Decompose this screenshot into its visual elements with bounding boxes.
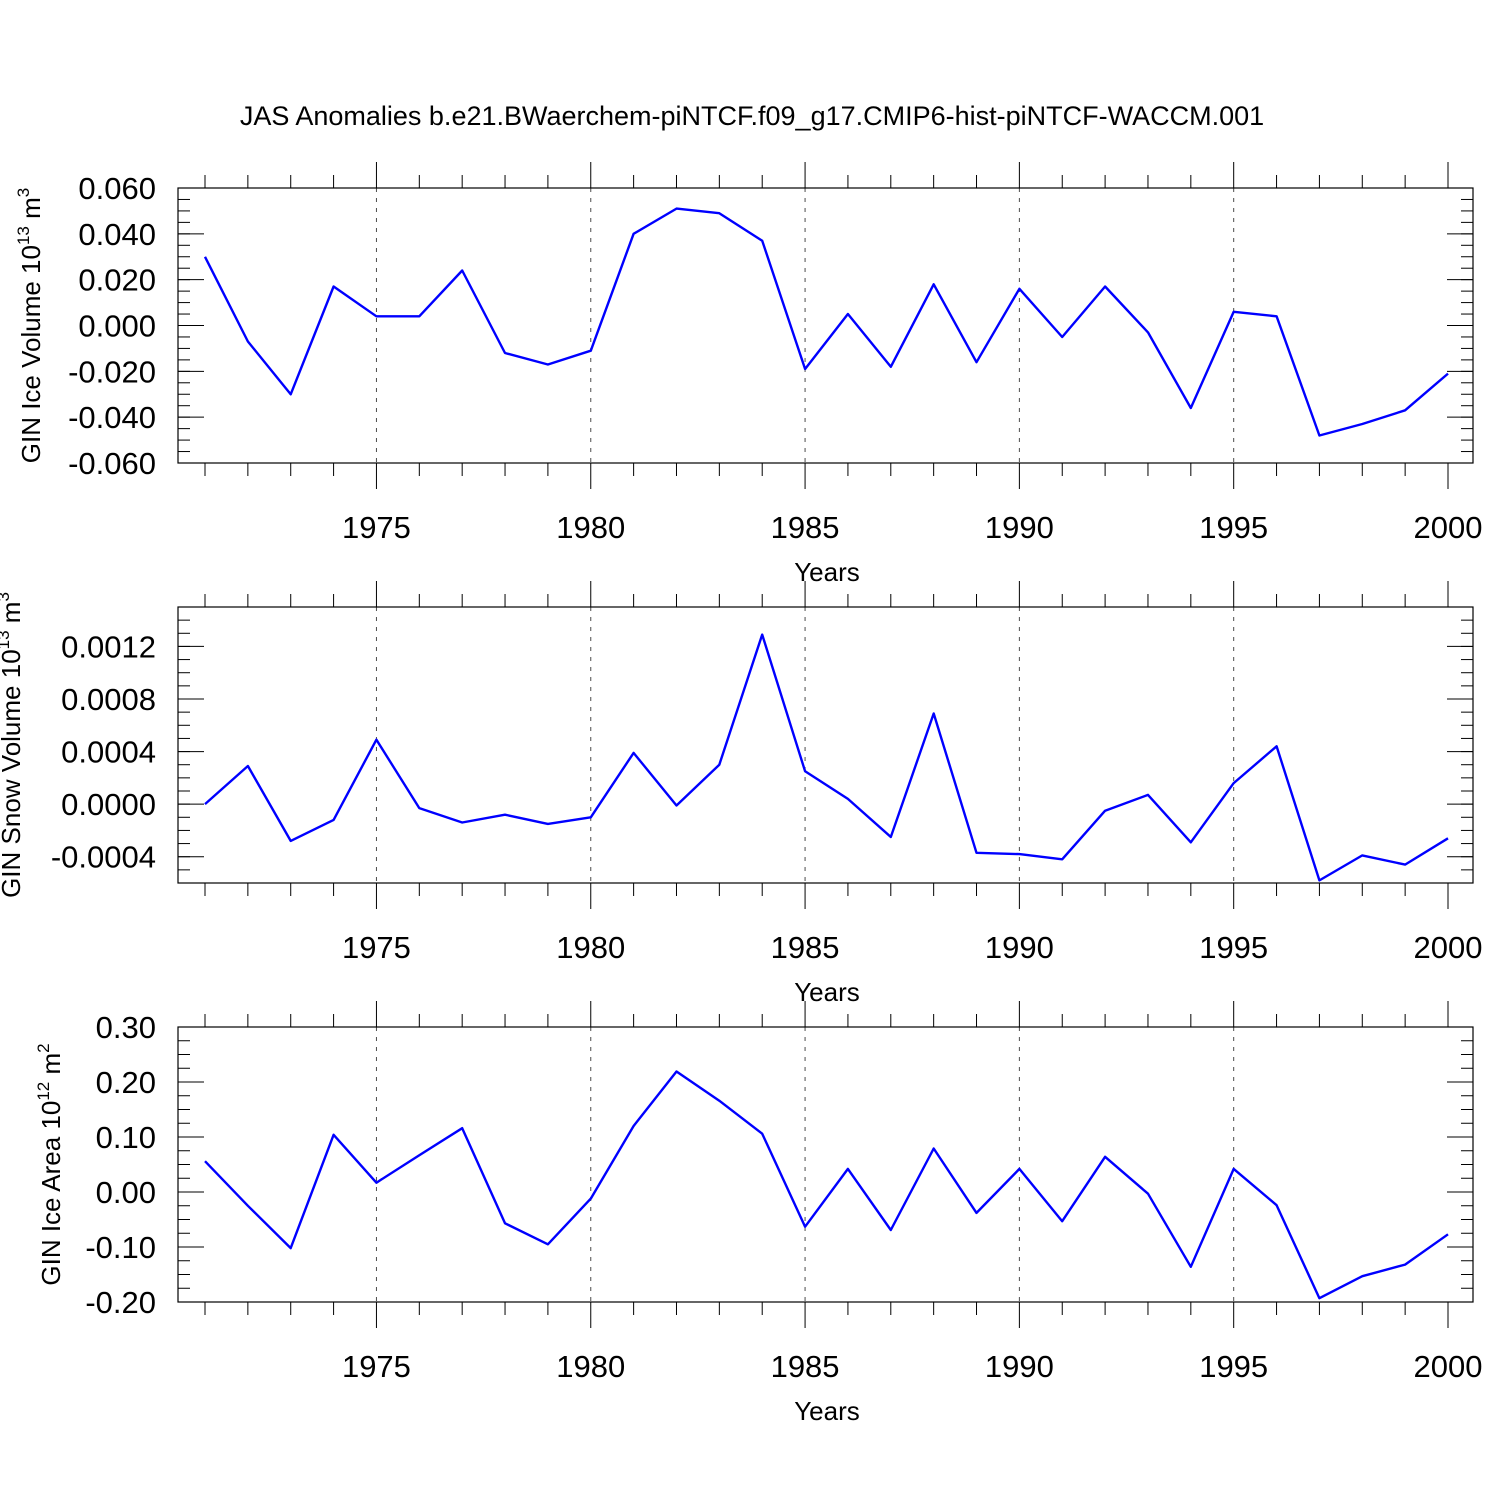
y-tick-label: -0.040 (68, 400, 156, 435)
x-tick-label: 1995 (1199, 1349, 1268, 1384)
y-tick-label: 0.00 (96, 1175, 156, 1210)
x-tick-label: 1980 (556, 1349, 625, 1384)
y-tick-label: 0.10 (96, 1120, 156, 1155)
x-tick-label: 1990 (985, 930, 1054, 965)
x-tick-label: 1975 (342, 930, 411, 965)
panel-2: 1975 1980 1985 1990 1995 2000 Years -0.0004 0.00… (0, 581, 1482, 1007)
x-tick-label: 2000 (1414, 930, 1483, 965)
y-tick-label: -0.060 (68, 446, 156, 481)
y-tick-label: 0.040 (78, 217, 156, 252)
y-axis-label-unit: m (0, 602, 26, 631)
y-axis-label-text: GIN Ice Area 10 (36, 1101, 66, 1286)
y-axis-label: GIN Ice Area 1012 m2 (34, 1043, 66, 1285)
series-line (204, 1070, 1449, 1300)
x-tick-label: 2000 (1414, 1349, 1483, 1384)
panel-3: 1975 1980 1985 1990 1995 2000 Years -0.20 -0.10 0… (34, 1001, 1482, 1426)
x-tick-label: 1980 (556, 930, 625, 965)
y-tick-label: 0.020 (78, 263, 156, 298)
y-axis-label-exponent: 13 (0, 630, 13, 649)
plot-frame (177, 1026, 1474, 1303)
y-tick-label: 0.060 (78, 171, 156, 206)
y-axis-label-exponent: 13 (14, 226, 33, 245)
y-axis-label: GIN Ice Volume 1013 m3 (14, 188, 46, 464)
chart-title: JAS Anomalies b.e21.BWaerchem-piNTCF.f09… (240, 101, 1264, 131)
x-tick-label: 1980 (556, 510, 625, 545)
series-line (204, 633, 1449, 882)
panels: 1975 1980 1985 1990 1995 2000 Years -0.060 -0.04… (0, 162, 1482, 1426)
y-tick-label: 0.0012 (61, 629, 156, 664)
y-tick-label: -0.0004 (51, 840, 156, 875)
y-tick-label: -0.10 (85, 1230, 156, 1265)
y-tick-label: 0.0008 (61, 682, 156, 717)
panel-1: 1975 1980 1985 1990 1995 2000 Years -0.060 -0.04… (14, 162, 1482, 587)
plot-frame (177, 606, 1474, 884)
x-tick-label: 1975 (342, 510, 411, 545)
x-tick-label: 1985 (771, 1349, 840, 1384)
x-tick-label: 1985 (771, 930, 840, 965)
y-tick-label: 0.30 (96, 1010, 156, 1045)
y-tick-label: 0.000 (78, 309, 156, 344)
series-line (203, 207, 1449, 437)
y-axis-label-text: GIN Ice Volume 10 (16, 245, 46, 463)
y-axis-label-unit-exponent: 3 (0, 592, 13, 601)
y-tick-label: -0.020 (68, 354, 156, 389)
x-axis-label: Years (794, 977, 860, 1007)
y-axis-label-unit: m (36, 1053, 66, 1082)
y-tick-label: 0.0000 (61, 787, 156, 822)
y-axis-label-exponent: 12 (34, 1082, 53, 1101)
x-tick-label: 1995 (1199, 510, 1268, 545)
x-axis-label: Years (794, 557, 860, 587)
x-tick-label: 1990 (985, 1349, 1054, 1384)
x-tick-label: 1985 (771, 510, 840, 545)
y-tick-label: 0.0004 (61, 735, 156, 770)
x-tick-label: 1995 (1199, 930, 1268, 965)
x-tick-label: 1990 (985, 510, 1054, 545)
y-axis-label: GIN Snow Volume 1013 m3 (0, 592, 26, 898)
y-tick-label: 0.20 (96, 1065, 156, 1100)
y-axis-label-text: GIN Snow Volume 10 (0, 649, 26, 898)
y-axis-label-unit: m (16, 197, 46, 226)
x-tick-label: 1975 (342, 1349, 411, 1384)
y-axis-label-unit-exponent: 3 (14, 188, 33, 197)
y-axis-label-unit-exponent: 2 (34, 1043, 53, 1052)
x-axis-label: Years (794, 1396, 860, 1426)
y-tick-label: -0.20 (85, 1285, 156, 1320)
x-tick-label: 2000 (1414, 510, 1483, 545)
